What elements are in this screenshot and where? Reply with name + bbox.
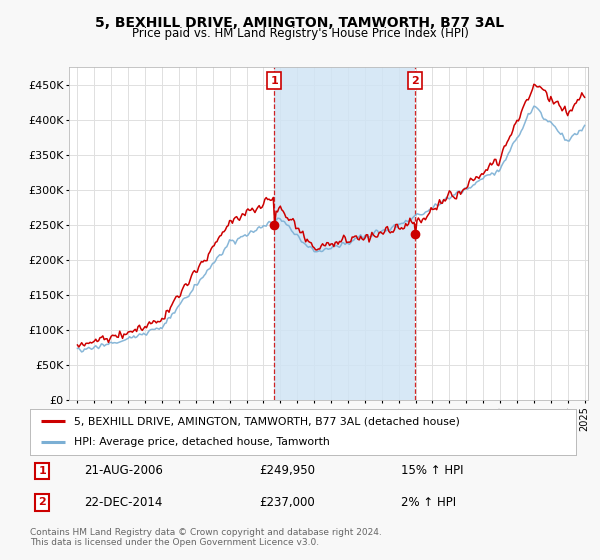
Text: 2: 2 xyxy=(411,76,419,86)
Text: 1: 1 xyxy=(271,76,278,86)
Text: 22-DEC-2014: 22-DEC-2014 xyxy=(85,496,163,509)
Text: Price paid vs. HM Land Registry's House Price Index (HPI): Price paid vs. HM Land Registry's House … xyxy=(131,27,469,40)
Text: Contains HM Land Registry data © Crown copyright and database right 2024.
This d: Contains HM Land Registry data © Crown c… xyxy=(30,528,382,547)
Text: 2% ↑ HPI: 2% ↑ HPI xyxy=(401,496,457,509)
Text: £237,000: £237,000 xyxy=(259,496,315,509)
Text: 5, BEXHILL DRIVE, AMINGTON, TAMWORTH, B77 3AL: 5, BEXHILL DRIVE, AMINGTON, TAMWORTH, B7… xyxy=(95,16,505,30)
Text: HPI: Average price, detached house, Tamworth: HPI: Average price, detached house, Tamw… xyxy=(74,437,329,447)
Text: 21-AUG-2006: 21-AUG-2006 xyxy=(85,464,163,477)
Text: 15% ↑ HPI: 15% ↑ HPI xyxy=(401,464,464,477)
Text: £249,950: £249,950 xyxy=(259,464,316,477)
Text: 2: 2 xyxy=(38,497,46,507)
Bar xyxy=(274,67,415,400)
Text: 1: 1 xyxy=(38,466,46,476)
Text: 5, BEXHILL DRIVE, AMINGTON, TAMWORTH, B77 3AL (detached house): 5, BEXHILL DRIVE, AMINGTON, TAMWORTH, B7… xyxy=(74,416,460,426)
